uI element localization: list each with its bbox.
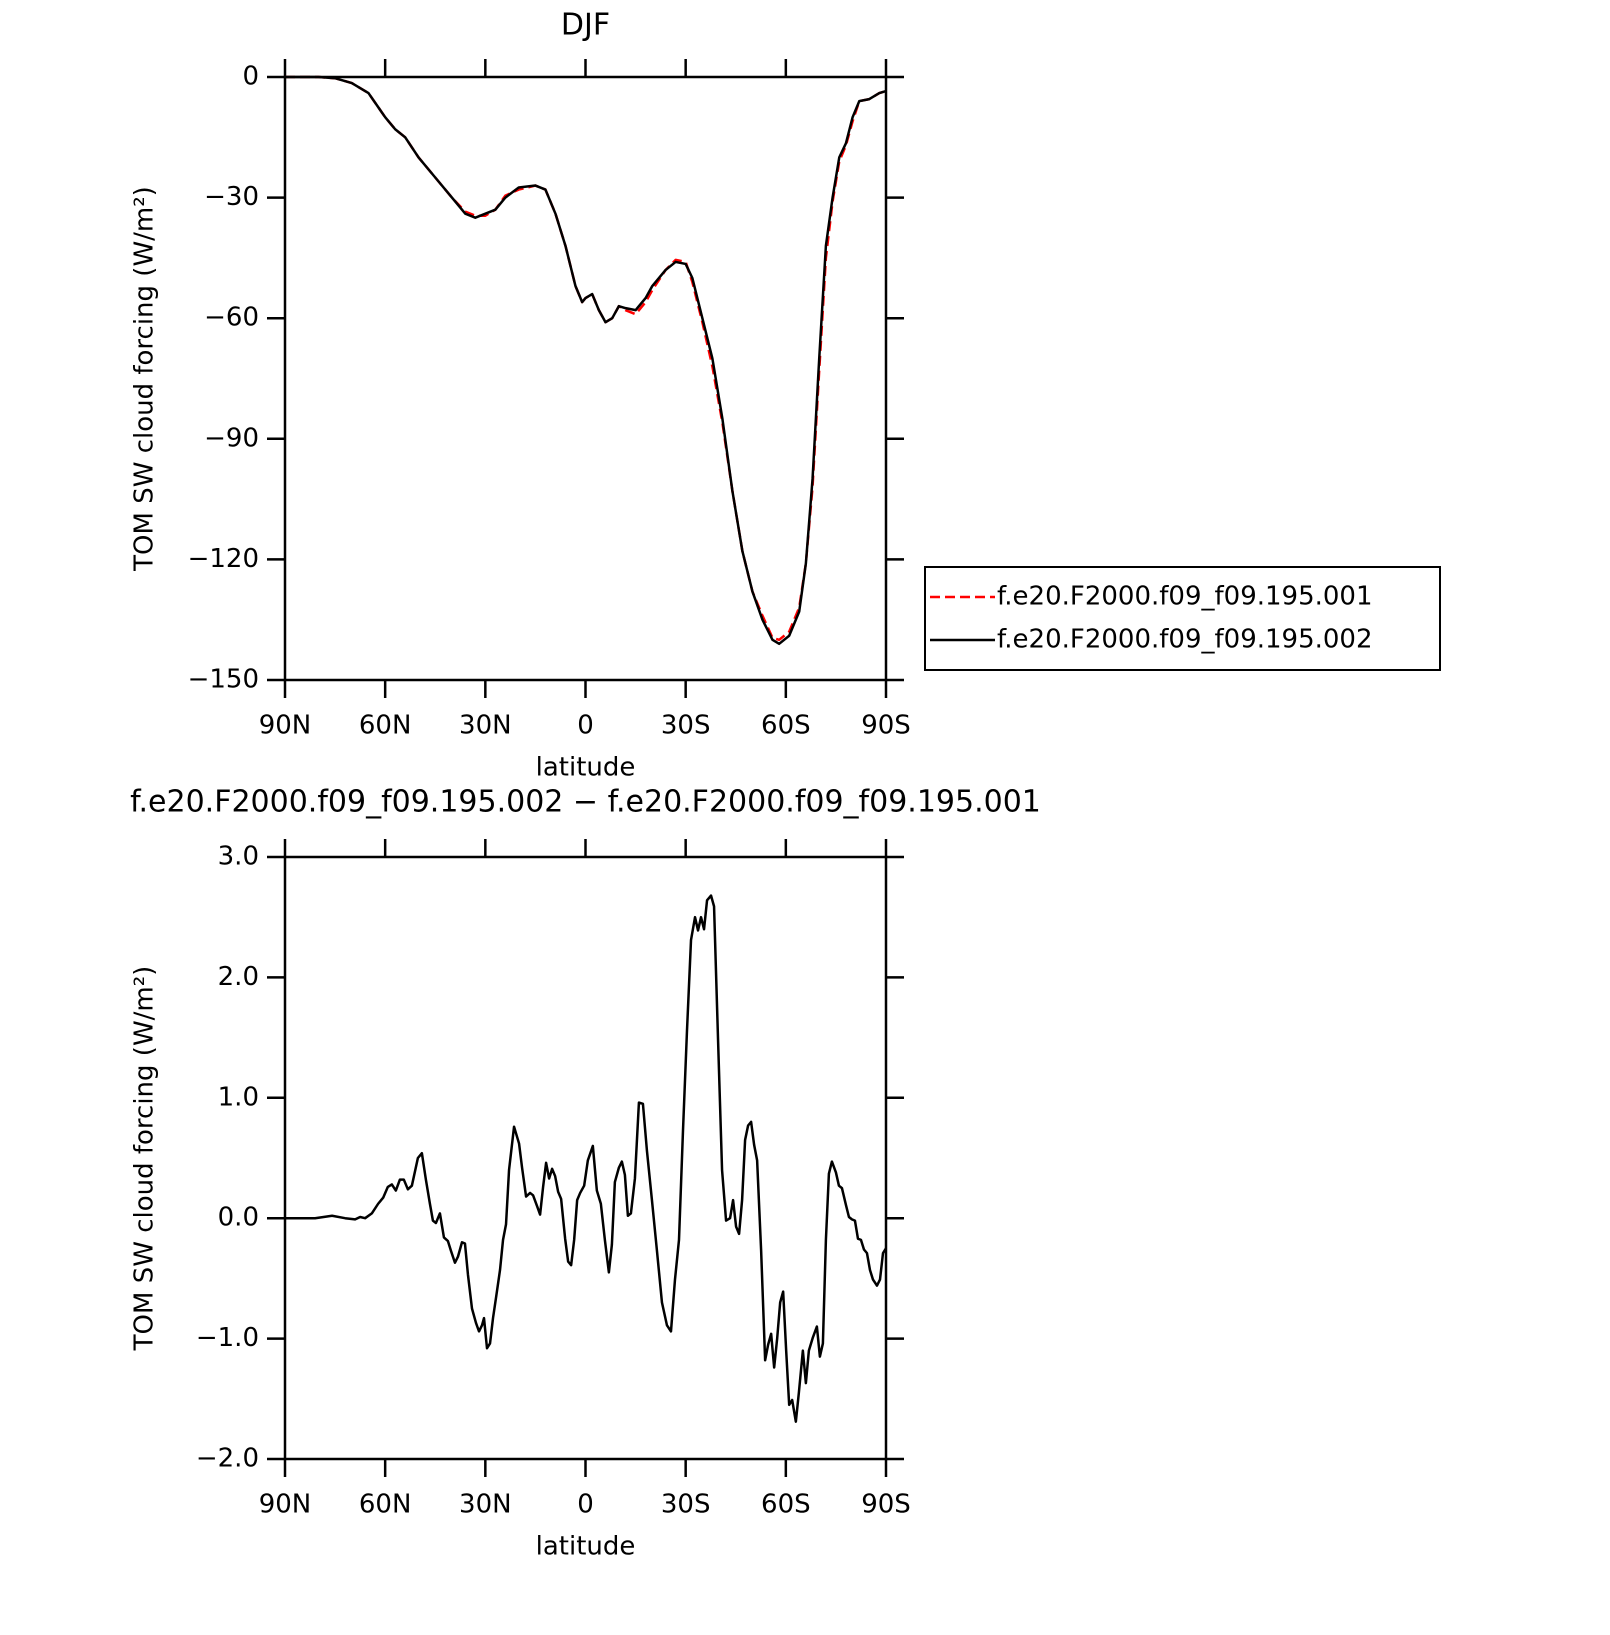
- x-tick-label: 60N: [359, 711, 412, 741]
- y-tick-label: 0: [242, 62, 259, 92]
- y-tick-label: −150: [188, 665, 259, 695]
- plot-frame: [283, 75, 888, 682]
- plot-frame: [283, 855, 888, 1461]
- x-tick-label: 60N: [359, 1490, 412, 1520]
- chart-title: DJF: [561, 8, 610, 43]
- legend-box: [924, 566, 1441, 671]
- x-axis-label: latitude: [536, 753, 636, 783]
- legend-label: f.e20.F2000.f09_f09.195.001: [997, 582, 1373, 612]
- y-axis-label: TOM SW cloud forcing (W/m²): [130, 186, 160, 572]
- x-tick-label: 0: [577, 1490, 594, 1520]
- x-tick-label: 30N: [459, 711, 512, 741]
- y-tick-label: −120: [188, 544, 259, 574]
- y-tick-label: −1.0: [196, 1323, 259, 1353]
- y-tick-label: −30: [204, 182, 259, 212]
- y-tick-label: 2.0: [218, 962, 259, 992]
- x-tick-label: 90S: [861, 711, 911, 741]
- x-tick-label: 60S: [761, 1490, 811, 1520]
- x-tick-label: 0: [577, 711, 594, 741]
- x-axis-label: latitude: [536, 1532, 636, 1562]
- x-tick-label: 90N: [259, 711, 312, 741]
- y-tick-label: −2.0: [196, 1444, 259, 1474]
- y-tick-label: −60: [204, 303, 259, 333]
- x-tick-label: 60S: [761, 711, 811, 741]
- x-tick-label: 90S: [861, 1490, 911, 1520]
- y-tick-label: 1.0: [218, 1082, 259, 1112]
- y-tick-label: 0.0: [218, 1203, 259, 1233]
- x-tick-label: 90N: [259, 1490, 312, 1520]
- chart-title: f.e20.F2000.f09_f09.195.002 − f.e20.F200…: [130, 785, 1041, 820]
- legend-label: f.e20.F2000.f09_f09.195.002: [997, 625, 1373, 655]
- y-tick-label: −90: [204, 423, 259, 453]
- data-line: [285, 75, 887, 642]
- data-line: [285, 894, 888, 1423]
- x-tick-label: 30S: [661, 711, 711, 741]
- x-tick-label: 30S: [661, 1490, 711, 1520]
- y-axis-label: TOM SW cloud forcing (W/m²): [130, 966, 160, 1352]
- x-tick-label: 30N: [459, 1490, 512, 1520]
- y-tick-label: 3.0: [218, 842, 259, 872]
- data-line: [285, 75, 887, 646]
